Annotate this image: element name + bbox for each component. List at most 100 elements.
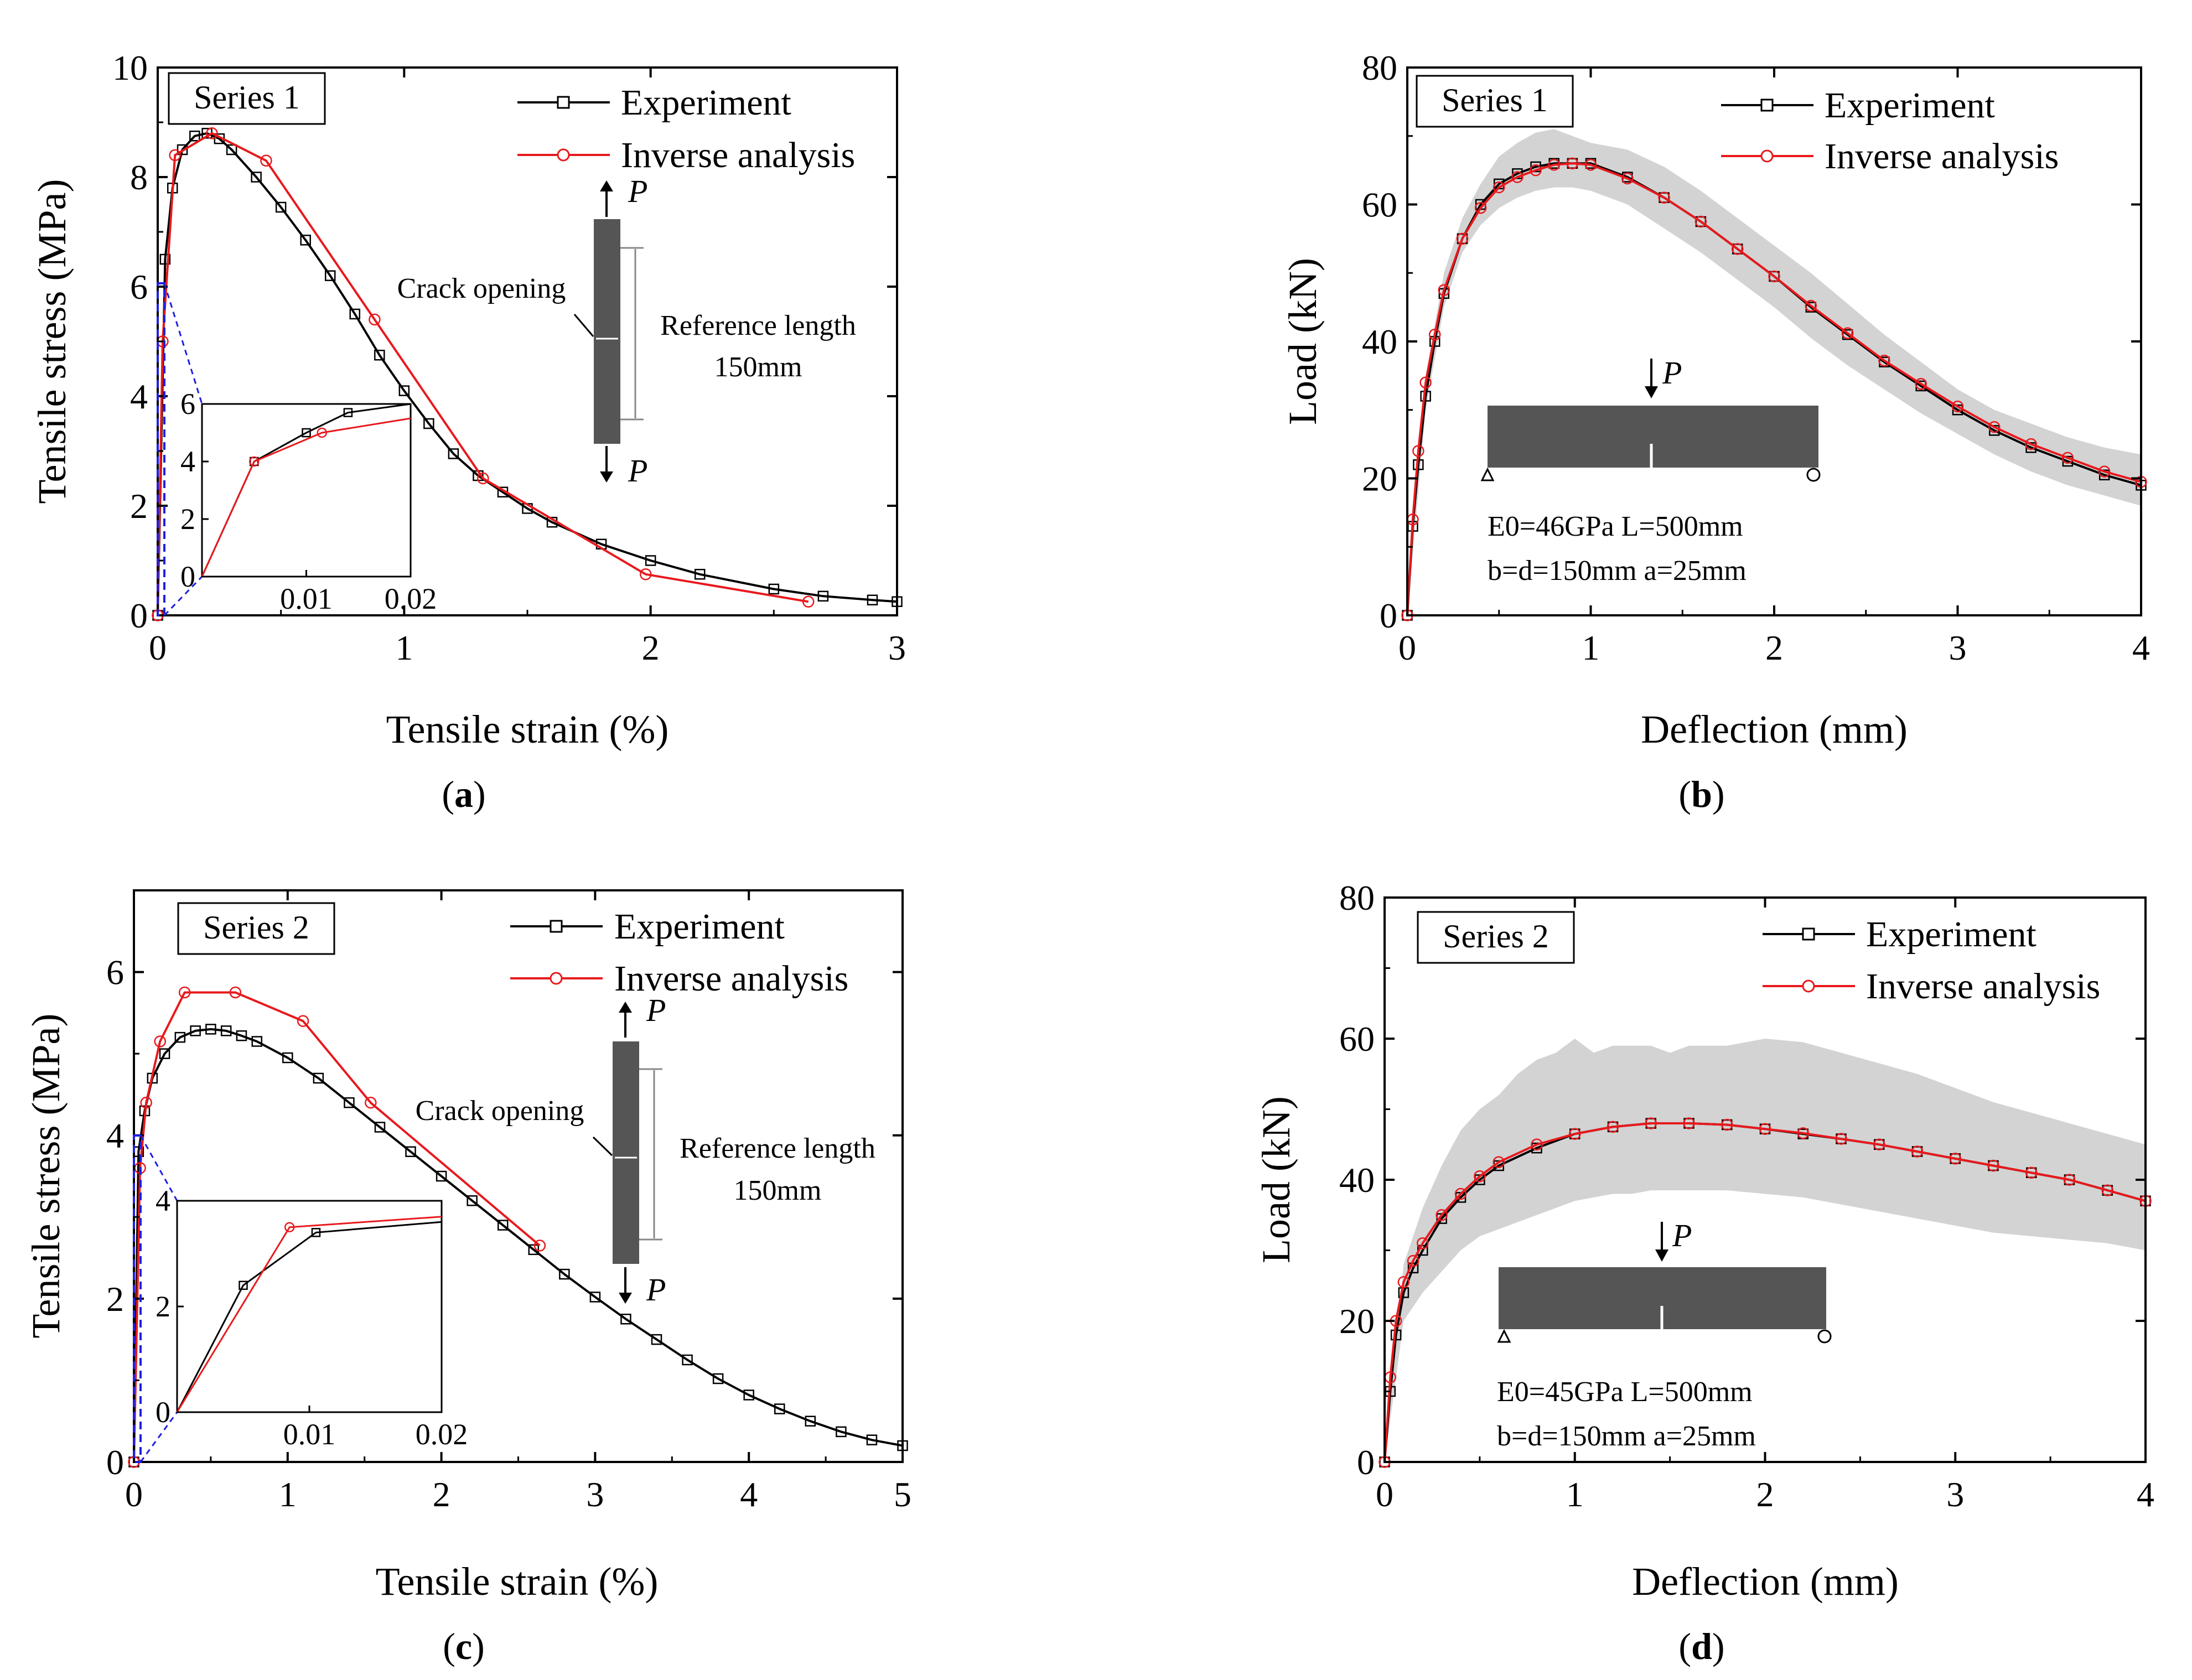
- experiment-point: [866, 1434, 878, 1445]
- inverse-analysis-point: [1412, 445, 1424, 457]
- inverse-analysis-point: [1878, 354, 1890, 367]
- inverse-analysis-point: [1531, 1138, 1543, 1150]
- experiment-point: [300, 235, 311, 246]
- specimen-bar: [594, 219, 620, 444]
- zoom-region: [157, 282, 165, 616]
- experiment-point: [205, 1024, 216, 1035]
- y-tick-label: 80: [1362, 48, 1397, 87]
- series-label-box: [1416, 75, 1574, 128]
- inverse-analysis-point: [1584, 158, 1597, 171]
- experiment-point: [436, 1170, 447, 1182]
- experiment-point: [282, 1052, 293, 1064]
- x-axis-label: Tensile strain (%): [386, 707, 669, 751]
- inset-y-tick-label: 4: [156, 1184, 170, 1217]
- experiment-point: [405, 1146, 416, 1157]
- experiment-inset-line: [176, 1221, 442, 1413]
- experiment-point: [324, 270, 336, 281]
- inverse-analysis-point: [2025, 438, 2037, 450]
- x-tick-label: 4: [2137, 1475, 2154, 1514]
- x-tick-label: 1: [279, 1475, 297, 1514]
- y-tick-label: 20: [1339, 1302, 1375, 1341]
- load-label-top: P: [628, 173, 647, 209]
- inverse-analysis-point: [1988, 421, 2001, 433]
- beam-parameters-line1: E0=45GPa L=500mm: [1497, 1376, 1753, 1408]
- x-tick-label: 2: [1756, 1475, 1774, 1514]
- beam-load-arrow-head: [1645, 386, 1658, 398]
- inverse-analysis-point: [2063, 1174, 2076, 1186]
- legend: Experiment Inverse analysis: [1763, 914, 2100, 1007]
- inset-y-tick-label: 4: [180, 445, 195, 478]
- legend-inverse-marker: [1802, 979, 1815, 993]
- legend-inverse-label: Inverse analysis: [614, 958, 848, 999]
- experiment-point: [423, 418, 434, 429]
- inset-y-tick-label: 2: [156, 1290, 170, 1323]
- inverse-analysis-point: [206, 127, 218, 139]
- beam-pin-support: [1497, 1329, 1511, 1343]
- inverse-analysis-point: [1768, 270, 1780, 283]
- inverse-analysis-point: [1569, 1128, 1581, 1140]
- ref-length-label: Reference length: [680, 1133, 875, 1164]
- inverse-analysis-point: [533, 1240, 546, 1252]
- x-tick-label: 0: [149, 628, 167, 667]
- y-tick-label: 6: [106, 953, 124, 992]
- zoom-connector-top: [163, 283, 203, 405]
- x-tick-label: 3: [586, 1475, 604, 1514]
- inset-frame: [176, 1200, 443, 1413]
- legend-experiment-label: Experiment: [1825, 85, 1995, 126]
- specimen-diagram: P P Reference length 150mm Crack opening: [416, 992, 875, 1308]
- experiment-point: [836, 1426, 847, 1438]
- inverse-analysis-point: [1805, 299, 1817, 312]
- legend-experiment-marker: [550, 920, 563, 933]
- x-tick-label: 4: [740, 1475, 758, 1514]
- inset-frame: [201, 403, 412, 578]
- inverse-analysis-line: [1406, 162, 2142, 616]
- experiment-point: [275, 201, 287, 213]
- beam-load-label: P: [1672, 1217, 1692, 1253]
- beam-load-label: P: [1662, 355, 1682, 391]
- experiment-point: [694, 569, 706, 580]
- y-tick-label: 60: [1362, 185, 1397, 225]
- caption-letter: a: [454, 773, 473, 815]
- crack-opening-label: Crack opening: [397, 273, 566, 304]
- series-label-box: [177, 902, 335, 955]
- y-tick-label: 0: [130, 596, 148, 635]
- experiment-point: [189, 131, 200, 142]
- caption-letter: d: [1691, 1625, 1712, 1667]
- experiment-inset-point: [239, 1280, 248, 1290]
- panel-c: 0 1 2 3 4 5 0 2 4 6 Series 2 Experiment Inverse a…: [24, 889, 911, 1667]
- inverse-analysis-point: [1511, 171, 1523, 183]
- y-tick-label: 60: [1339, 1019, 1375, 1059]
- x-tick-label: 1: [395, 628, 413, 667]
- experiment-point: [159, 253, 171, 265]
- series-label: Series 1: [194, 79, 300, 116]
- inverse-analysis-point: [178, 986, 191, 999]
- beam-roller-support: [1817, 1329, 1832, 1344]
- experiment-point: [743, 1389, 754, 1401]
- inverse-analysis-point: [1493, 181, 1505, 194]
- series-label-box: [1417, 911, 1575, 964]
- y-tick-label: 20: [1362, 459, 1397, 499]
- caption-letter: c: [455, 1625, 472, 1667]
- ref-length-value: 150mm: [714, 351, 802, 383]
- inverse-analysis-point: [229, 986, 242, 999]
- experiment-point: [251, 172, 262, 183]
- inverse-analysis-inset-point: [249, 456, 260, 467]
- zoom-connector-bottom: [139, 1412, 178, 1463]
- y-tick-label: 4: [130, 377, 148, 416]
- inverse-analysis-point: [1407, 1254, 1419, 1267]
- inverse-analysis-point: [1474, 201, 1487, 214]
- load-label-bottom: P: [628, 453, 647, 489]
- caption-c: (c): [443, 1625, 485, 1667]
- ref-length-label: Reference length: [660, 310, 856, 341]
- x-tick-label: 0: [125, 1475, 143, 1514]
- caption-letter: b: [1691, 773, 1712, 815]
- inset-x-tick-label: 0.01: [283, 1418, 336, 1451]
- experiment-point: [226, 144, 237, 155]
- inverse-analysis-point: [1873, 1138, 1885, 1150]
- experiment-point: [867, 594, 878, 606]
- zoom-guides: [133, 1134, 178, 1463]
- inverse-analysis-point: [1436, 1209, 1448, 1221]
- experiment-point: [620, 1314, 631, 1325]
- inverse-analysis-point: [297, 1015, 309, 1027]
- x-tick-label: 1: [1566, 1475, 1584, 1514]
